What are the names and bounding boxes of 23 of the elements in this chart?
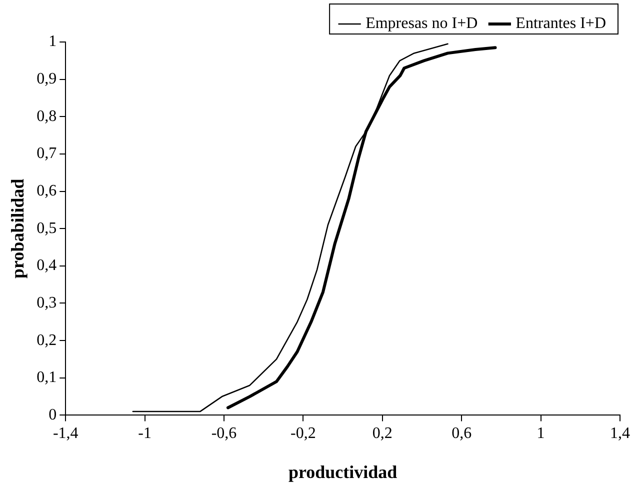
x-tick-label: -0,6 <box>211 425 237 442</box>
x-axis-title: productividad <box>288 462 398 482</box>
y-tick-label: 0,3 <box>36 294 57 312</box>
y-tick-label: 0,5 <box>36 220 57 237</box>
y-axis-title: probabilidad <box>7 178 28 278</box>
x-tick-label: -1 <box>138 425 152 442</box>
y-tick-label: 0,6 <box>36 182 57 200</box>
y-tick-label: 0,9 <box>36 70 57 88</box>
y-tick-label: 0,7 <box>36 145 57 162</box>
x-tick-label: 1 <box>536 425 545 442</box>
y-tick-label: 0,8 <box>36 108 57 125</box>
y-tick-label: 0,2 <box>36 332 57 349</box>
legend-label: Entrantes I+D <box>516 15 606 32</box>
x-tick-label: 0,6 <box>452 425 472 442</box>
x-tick-label: -1,4 <box>52 425 78 442</box>
x-tick-label: 1,4 <box>610 425 630 442</box>
y-tick-label: 0 <box>48 406 57 424</box>
y-tick-label: 1 <box>48 33 57 50</box>
legend-label: Empresas no I+D <box>366 15 478 32</box>
x-tick-label: 0,2 <box>372 425 392 442</box>
y-tick-label: 0,1 <box>36 369 57 386</box>
x-tick-label: -0,2 <box>290 425 316 442</box>
y-tick-label: 0,4 <box>36 257 57 274</box>
